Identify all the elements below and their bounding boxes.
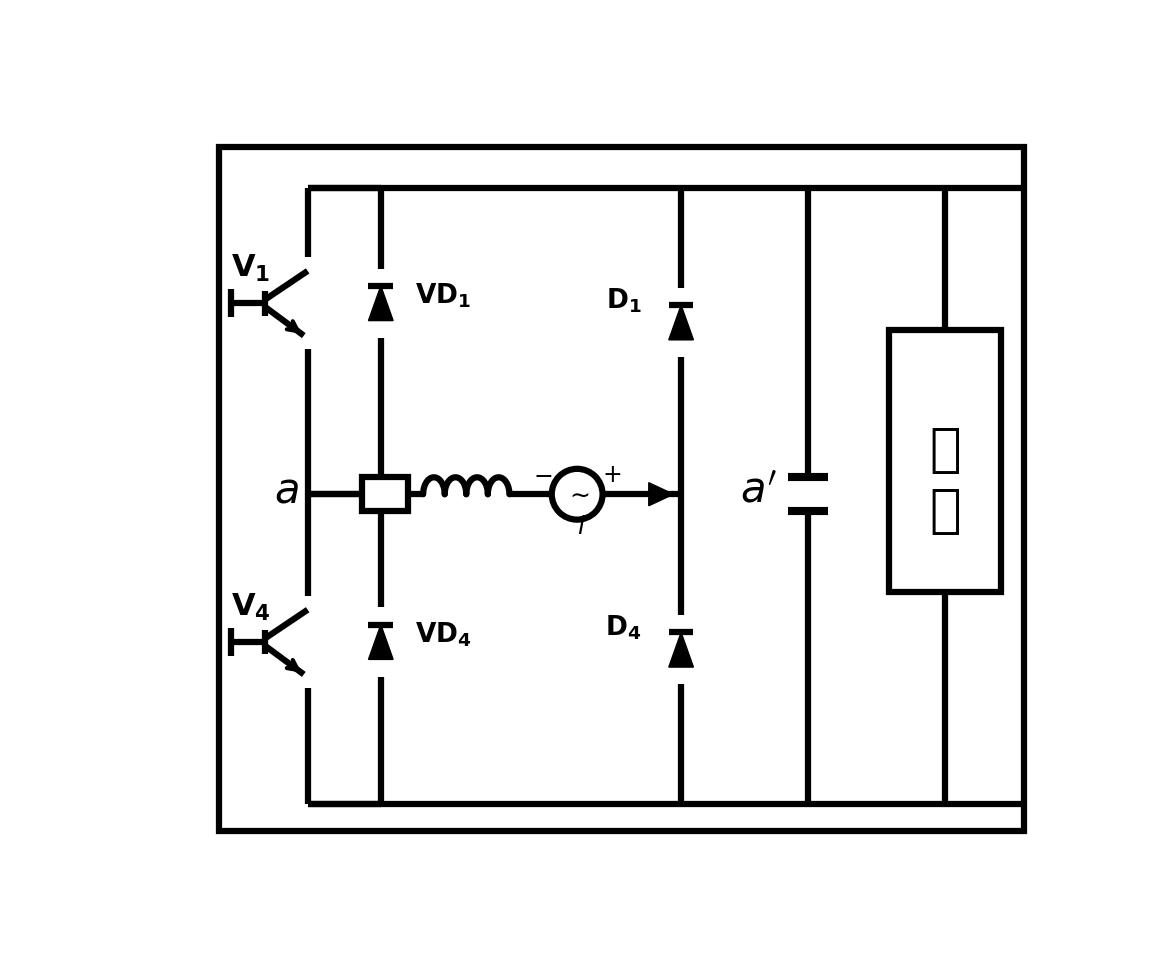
Bar	[889, 330, 1001, 592]
Text: $i$: $i$	[577, 515, 585, 538]
Polygon shape	[669, 305, 693, 340]
Text: 负: 负	[929, 424, 961, 475]
Bar	[362, 477, 408, 511]
Bar	[219, 147, 1023, 831]
Text: $\mathbf{D_1}$: $\mathbf{D_1}$	[605, 287, 642, 316]
Text: $a'$: $a'$	[739, 469, 777, 511]
Polygon shape	[369, 624, 394, 659]
Text: 载: 载	[929, 485, 961, 537]
Text: $\mathbf{V_1}$: $\mathbf{V_1}$	[230, 253, 270, 285]
Text: $-$: $-$	[533, 463, 552, 487]
Polygon shape	[369, 286, 394, 320]
Text: $\mathbf{V_4}$: $\mathbf{V_4}$	[230, 591, 270, 623]
Text: $\mathbf{VD_4}$: $\mathbf{VD_4}$	[416, 620, 472, 649]
Text: $\mathbf{D_4}$: $\mathbf{D_4}$	[605, 614, 642, 643]
Text: $\mathbf{VD_1}$: $\mathbf{VD_1}$	[416, 282, 471, 310]
Text: $\sim$: $\sim$	[564, 482, 590, 506]
Polygon shape	[649, 483, 673, 506]
Text: $+$: $+$	[602, 463, 622, 487]
Circle shape	[552, 469, 603, 520]
Text: $a$: $a$	[274, 469, 298, 511]
Polygon shape	[669, 632, 693, 667]
